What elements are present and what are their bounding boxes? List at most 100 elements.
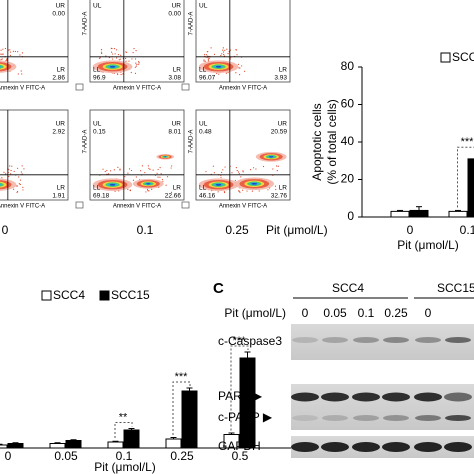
x-tick-label: 0 [407,223,414,237]
scatter-dot [111,47,113,50]
scatter-dot [8,169,10,171]
x-tick-label: 0.5 [232,449,249,463]
scatter-dot [107,173,110,175]
scatter-dot [130,169,133,172]
lane-label: 0.05 [323,306,347,320]
scatter-dot [0,59,2,61]
quadrant-label: LL [93,67,101,74]
scatter-dot [242,189,244,191]
scatter-dot [224,49,226,51]
scatter-dot [235,72,237,74]
bar [390,210,410,218]
quadrant-label: LR [279,185,288,192]
scatter-dot [118,59,120,61]
y-axis-label: 7-AAD-A [189,130,195,154]
scatter-dot [9,49,11,51]
quadrant-value: 1.91 [52,193,65,200]
scatter-dot [208,57,210,59]
y-tick-label: 80 [341,59,355,73]
quadrant-value: 2.86 [52,75,65,82]
scatter-dot [138,62,140,64]
scatter-dot [205,170,207,173]
scatter-density [215,65,222,68]
blot-band [321,392,349,402]
y-axis-label: 7-AAD-A [189,12,195,36]
x-axis-label: Pit (μmol/L) [397,238,459,252]
quadrant-label: LR [57,67,66,74]
x-axis-label: Pit (μmol/L) [94,460,156,474]
scatter-dot [220,54,222,57]
bar [165,438,182,449]
scatter-dot [237,190,240,192]
lane-label: 0.1 [358,306,375,320]
scatter-dot [140,170,142,172]
quadrant-label: LL [199,185,207,192]
legend-label: SCC15 [111,288,150,302]
quadrant-label: LR [173,67,182,74]
scatter-dot [122,73,124,75]
scatter-dot [206,51,209,53]
blot-band [353,415,379,421]
scatter-dot [136,63,138,66]
scatter-dot [156,172,158,174]
quadrant-value: 0.15 [93,129,106,136]
scatter-dot [149,168,151,171]
scatter-dot [235,49,237,51]
bar [0,444,8,449]
blot-band [382,442,410,452]
scatter-dot [124,57,127,59]
scatter-dot [238,74,241,76]
scatter-dot [203,53,206,56]
scatter-density [0,64,4,69]
y-tick-label: 20 [341,172,355,186]
scatter-dot [3,171,5,173]
scatter-dot [134,72,137,74]
scatter-dot [275,188,277,191]
scatter-dot [100,51,103,53]
x-axis-label: Annexin V FITC-A [0,86,45,92]
scatter-dot [117,53,120,56]
scatter-dot [135,65,137,67]
checkbox-icon [75,83,84,91]
blot-band [415,337,441,343]
scatter-dot [116,49,118,51]
bar [409,209,429,218]
scatter-dot [148,190,150,192]
legend-label: SCC4 [452,50,474,64]
protein-label: c-Caspase3 [218,334,282,348]
blot-band [383,337,409,343]
scatter-dot [111,53,114,55]
scatter-dot [20,171,22,173]
quadrant-label: LR [173,185,182,192]
scatter-dot [276,169,278,172]
scatter-dot [216,72,218,75]
scatter-dot [222,169,224,171]
quadrant-value: 46.16 [199,193,216,200]
scatter-dot [124,176,126,178]
scatter-dot [151,188,153,190]
scatter-dot [20,70,22,72]
scatter-dot [126,51,128,53]
significance-label: *** [233,335,247,347]
scatter-dot [157,168,159,171]
scatter-dot [19,179,22,181]
scatter-dot [19,54,21,56]
scatter-dot [102,168,104,170]
scatter-dot [21,73,23,75]
scatter-dot [17,73,19,75]
quadrant-value: 69.18 [93,193,110,200]
scatter-dot [222,51,225,53]
scatter-dot [106,170,108,172]
y-tick-label: 40 [341,134,355,148]
dose-label: 0 [2,223,9,237]
scatter-dot [17,51,19,53]
scatter-dot [210,47,212,49]
quadrant-label: LR [57,185,66,192]
scatter-dot [2,53,4,55]
legend-swatch [41,290,52,301]
scatter-dot [230,57,232,59]
quadrant-value: 3.93 [274,75,287,82]
scatter-dot [9,54,12,56]
scatter-dot [1,177,3,179]
